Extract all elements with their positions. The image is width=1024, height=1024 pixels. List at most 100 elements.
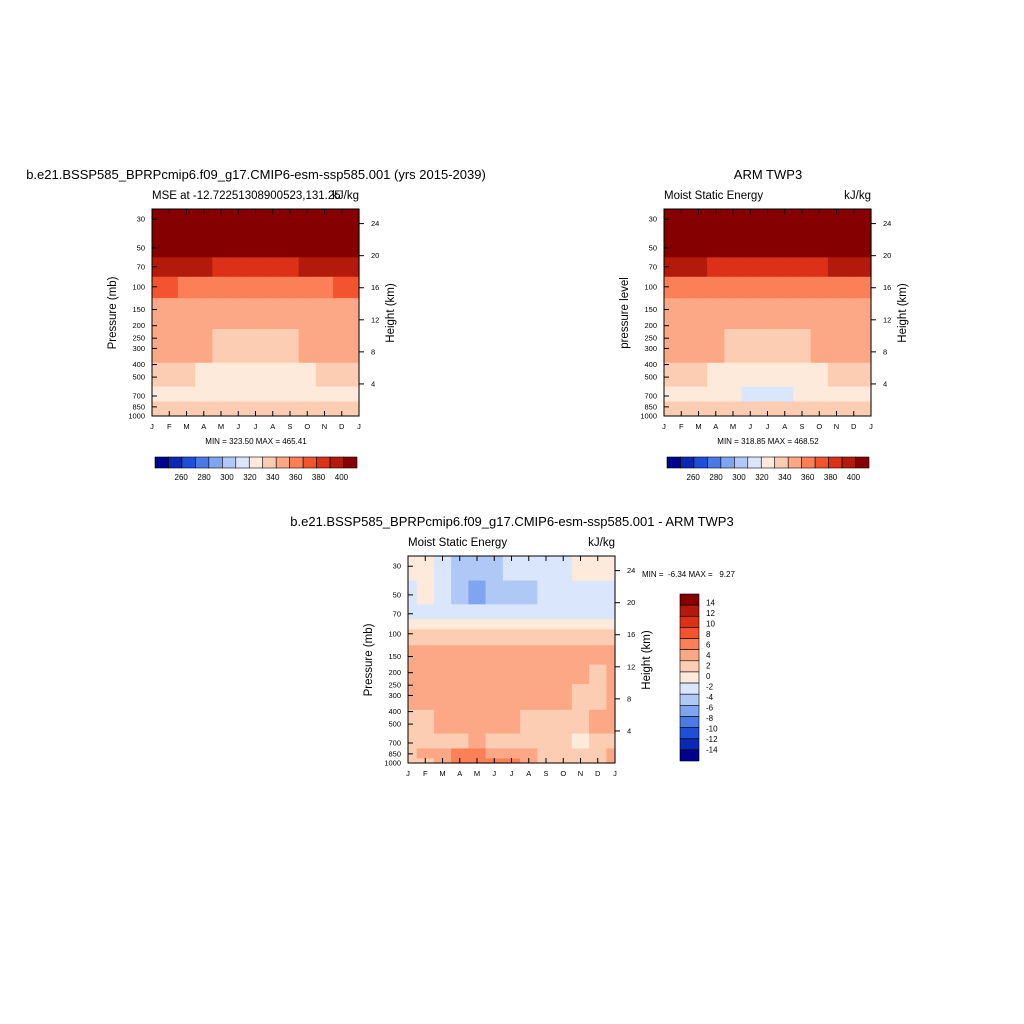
y-right-tick-label: 4 (371, 379, 375, 388)
data-cell (195, 233, 213, 258)
colorbar-swatch (679, 738, 700, 751)
data-cell (554, 664, 573, 685)
y-tick-label: 700 (132, 391, 145, 400)
colorbar-swatch (747, 456, 762, 469)
data-cell (862, 401, 872, 413)
x-tick-label: J (150, 422, 154, 431)
data-cell (741, 328, 760, 364)
data-cell (827, 298, 846, 330)
y-tick-label: 30 (393, 562, 401, 571)
colorbar-swatch (666, 456, 681, 469)
colorbar-swatch (774, 456, 789, 469)
panel-obs-min-max: MIN = 318.85 MAX = 468.52 (717, 437, 819, 446)
data-cell (664, 362, 674, 388)
data-cell (212, 298, 231, 330)
data-cell (571, 733, 590, 750)
data-cell (212, 257, 231, 278)
data-cell (212, 362, 231, 388)
data-cell (520, 629, 538, 646)
data-cell (707, 257, 725, 278)
x-tick-label: N (578, 769, 583, 778)
data-cell (298, 233, 317, 258)
data-cell (827, 276, 846, 299)
data-cell (589, 580, 607, 605)
data-cell (862, 411, 872, 417)
data-cell (160, 386, 179, 403)
data-cell (520, 604, 538, 620)
data-cell (537, 709, 556, 735)
data-cell (707, 386, 725, 403)
colorbar-swatch (679, 705, 700, 717)
data-cell (350, 362, 360, 388)
y-tick-label: 1000 (384, 759, 401, 768)
panel-obs-plot-area (664, 209, 872, 417)
x-tick-label: F (423, 769, 428, 778)
data-cell (350, 276, 360, 299)
data-cell (246, 276, 265, 299)
data-cell (741, 401, 760, 413)
y-tick-label: 100 (644, 282, 657, 291)
data-cell (810, 233, 829, 258)
data-cell (827, 401, 846, 413)
data-cell (571, 684, 590, 711)
data-cell (537, 645, 556, 666)
data-cell (606, 758, 616, 764)
data-cell (537, 629, 556, 646)
y-right-tick-label: 8 (371, 347, 375, 356)
colorbar-label: 400 (335, 473, 349, 482)
x-tick-label: S (799, 422, 804, 431)
data-cell (845, 233, 863, 258)
data-cell (758, 209, 777, 235)
data-cell (315, 328, 334, 364)
data-cell (485, 619, 504, 630)
data-cell (433, 580, 452, 605)
data-cell (229, 362, 248, 388)
panel-obs-ylabel-right: Height (km) (897, 283, 909, 343)
data-cell (776, 362, 794, 388)
data-cell (229, 401, 248, 413)
data-cell (793, 233, 812, 258)
data-cell (195, 328, 213, 364)
colorbar-label: 260 (175, 473, 189, 482)
data-cell (554, 629, 573, 646)
data-cell (502, 664, 521, 685)
colorbar-swatch (679, 749, 700, 762)
data-cell (408, 709, 418, 735)
data-cell (281, 386, 300, 403)
data-cell (589, 733, 607, 750)
data-cell (408, 684, 418, 711)
panel-diff-title: b.e21.BSSP585_BPRPcmip6.f09_g17.CMIP6-es… (290, 514, 733, 529)
data-cell (298, 209, 317, 235)
panel-obs-ylabel: pressure level (619, 277, 631, 349)
y-right-tick-label: 16 (371, 283, 379, 292)
data-cell (350, 328, 360, 364)
data-cell (246, 328, 265, 364)
y-tick-label: 700 (644, 391, 657, 400)
data-cell (689, 386, 708, 403)
x-tick-label: J (236, 422, 240, 431)
data-cell (350, 257, 360, 278)
data-cell (298, 328, 317, 364)
data-cell (433, 556, 452, 582)
data-cell (741, 233, 760, 258)
x-tick-label: J (492, 769, 496, 778)
x-tick-label: A (270, 422, 275, 431)
data-cell (160, 233, 179, 258)
data-cell (152, 298, 162, 330)
data-cell (724, 233, 743, 258)
data-cell (468, 556, 487, 582)
data-cell (689, 233, 708, 258)
y-tick-label: 150 (388, 652, 401, 661)
data-cell (810, 276, 829, 299)
data-cell (485, 645, 504, 666)
data-cell (589, 604, 607, 620)
data-cell (758, 328, 777, 364)
data-cell (589, 556, 607, 582)
colorbar-swatch (707, 456, 722, 469)
colorbar-swatch (679, 727, 700, 740)
data-cell (416, 733, 435, 750)
data-cell (589, 709, 607, 735)
